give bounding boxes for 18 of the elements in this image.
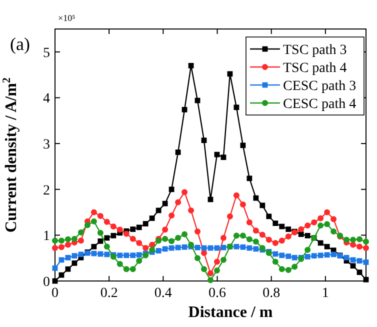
x-tick-label: 0.8 [262,286,280,301]
y-tick-label: 4 [43,92,50,107]
text: ×10⁵ [58,13,76,23]
legend-label: CESC path 3 [283,79,356,94]
legend-label: TSC path 3 [283,43,347,58]
x-tick-label: 1 [322,286,329,301]
chart-title: (a) [10,34,30,54]
y-tick-label: 3 [43,138,50,153]
y-tick-label: 0 [43,275,50,290]
y-tick-label: 5 [43,46,50,61]
legend-label: CESC path 4 [283,97,356,112]
x-tick-label: 0.4 [154,286,172,301]
legend-label: TSC path 4 [283,61,347,76]
x-axis-title: Distance / m [188,304,274,321]
y-tick-label: 2 [43,183,50,198]
y-tick-label: 1 [43,229,50,244]
x-tick-label: 0.6 [208,286,226,301]
x-tick-label: 0.2 [100,286,118,301]
